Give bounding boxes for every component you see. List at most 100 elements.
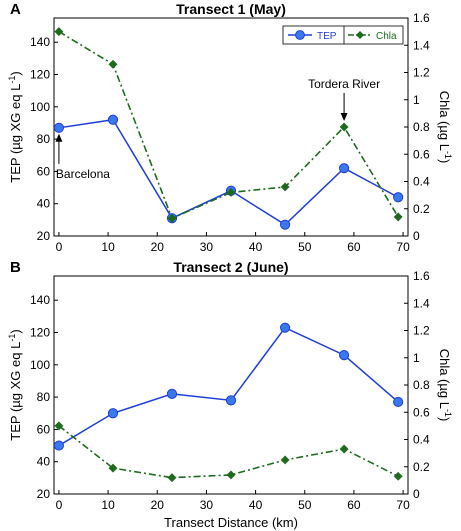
y-tick-label: 20 <box>37 229 51 243</box>
y-tick-label: 140 <box>30 35 50 49</box>
panel-letter: B <box>10 259 21 276</box>
tep-point <box>107 408 119 419</box>
y2-tick-label: 0.4 <box>413 433 430 447</box>
x-tick-label: 30 <box>200 240 214 254</box>
tep-point <box>53 122 65 133</box>
y-axis-label: TEP (µg XG eq L-1) <box>7 71 23 182</box>
chla-point <box>280 455 290 465</box>
y-axis-label-close: ) <box>8 329 23 333</box>
chla-point <box>280 182 290 192</box>
chla-point <box>226 470 236 480</box>
y-tick-label: 100 <box>30 358 50 372</box>
y-axis-label-sup: -1 <box>7 334 17 342</box>
y-tick-label: 80 <box>37 390 51 404</box>
legend-chla-marker <box>356 31 364 39</box>
y2-axis-label: Chla (µg L-1) <box>437 349 453 422</box>
tep-point <box>166 388 178 399</box>
tep-point <box>393 192 404 203</box>
y2-tick-label: 0.2 <box>413 202 430 216</box>
y2-axis-label-sup: -1 <box>443 409 453 417</box>
y2-tick-label: 1.2 <box>413 324 430 338</box>
chla-point <box>393 212 403 222</box>
chla-point <box>167 213 177 223</box>
tep-point <box>338 163 350 174</box>
tep-point <box>279 219 291 230</box>
x-tick-label: 20 <box>151 498 165 512</box>
y-tick-label: 80 <box>37 132 51 146</box>
tep-point <box>393 396 404 408</box>
x-axis-label: Transect Distance (km) <box>164 515 298 530</box>
chla-point <box>54 27 64 37</box>
y2-axis-label-text: Chla (µg L <box>437 91 452 151</box>
chla-point <box>393 471 403 481</box>
tep-point <box>338 350 350 361</box>
plot-frame <box>53 17 409 237</box>
x-tick-label: 40 <box>249 240 263 254</box>
x-tick-label: 40 <box>249 498 263 512</box>
panel-letter: A <box>10 1 21 18</box>
tordera-arrow-head <box>340 113 348 121</box>
x-tick-label: 50 <box>298 240 312 254</box>
y-tick-label: 40 <box>37 455 51 469</box>
y-tick-label: 120 <box>30 68 50 82</box>
y2-tick-label: 1.6 <box>413 11 430 25</box>
chart-title: Transect 1 (May) <box>176 1 286 17</box>
y2-tick-label: 0.8 <box>413 378 430 392</box>
chla-point <box>339 122 349 132</box>
y2-axis-label: Chla (µg L-1) <box>437 91 453 164</box>
barcelona-label: Barcelona <box>56 167 110 181</box>
y2-tick-label: 0.4 <box>413 175 430 189</box>
legend-tep-marker <box>295 30 305 40</box>
y-tick-label: 140 <box>30 293 50 307</box>
tep-series-line <box>58 326 399 447</box>
y2-tick-label: 0 <box>413 229 420 243</box>
plot-frame <box>53 275 409 495</box>
chla-point <box>339 444 349 454</box>
y2-tick-label: 1.6 <box>413 269 430 283</box>
x-tick-label: 30 <box>200 498 214 512</box>
x-tick-label: 0 <box>56 240 63 254</box>
y-tick-label: 120 <box>30 326 50 340</box>
chla-point <box>167 473 177 483</box>
x-tick-label: 0 <box>56 498 63 512</box>
x-tick-label: 60 <box>347 498 361 512</box>
tordera-river-label: Tordera River <box>308 77 380 91</box>
y2-tick-label: 1.4 <box>413 38 430 52</box>
x-tick-label: 50 <box>298 498 312 512</box>
chart-title: Transect 2 (June) <box>173 259 288 275</box>
barcelona-arrow-head <box>55 133 63 142</box>
x-tick-label: 10 <box>101 498 115 512</box>
y2-tick-label: 0.2 <box>413 460 430 474</box>
chla-point <box>108 463 118 473</box>
y2-tick-label: 0.6 <box>413 405 430 419</box>
x-tick-label: 70 <box>396 498 410 512</box>
y2-tick-label: 0.6 <box>413 147 430 161</box>
tep-point <box>53 440 65 451</box>
y-axis-label: TEP (µg XG eq L-1) <box>7 329 23 440</box>
y-tick-label: 60 <box>37 422 51 436</box>
y-axis-label-text: TEP (µg XG eq L <box>8 84 23 183</box>
y-tick-label: 20 <box>37 487 51 501</box>
y2-axis-label-text: Chla (µg L <box>437 349 452 409</box>
y-axis-label-text: TEP (µg XG eq L <box>8 342 23 441</box>
y2-tick-label: 0.8 <box>413 120 430 134</box>
legend-chla-label: Chla <box>376 31 397 42</box>
chla-point <box>226 187 236 197</box>
y2-axis-label-sup: -1 <box>443 151 453 159</box>
legend-box <box>282 25 404 45</box>
tep-point <box>225 395 237 406</box>
y2-tick-label: 1 <box>413 93 420 107</box>
x-tick-label: 10 <box>101 240 115 254</box>
y2-axis-label-close: ) <box>437 417 452 421</box>
y-tick-label: 40 <box>37 197 51 211</box>
y-tick-label: 100 <box>30 100 50 114</box>
y2-tick-label: 1.2 <box>413 66 430 80</box>
x-tick-label: 20 <box>151 240 165 254</box>
y2-tick-label: 1 <box>413 351 420 365</box>
x-tick-label: 70 <box>396 240 410 254</box>
chla-point <box>108 59 118 69</box>
y2-tick-label: 0 <box>413 487 420 501</box>
panel-a: A Transect 1 (May)0 10 20 30 40 50 60 7020406080… <box>7 1 453 254</box>
